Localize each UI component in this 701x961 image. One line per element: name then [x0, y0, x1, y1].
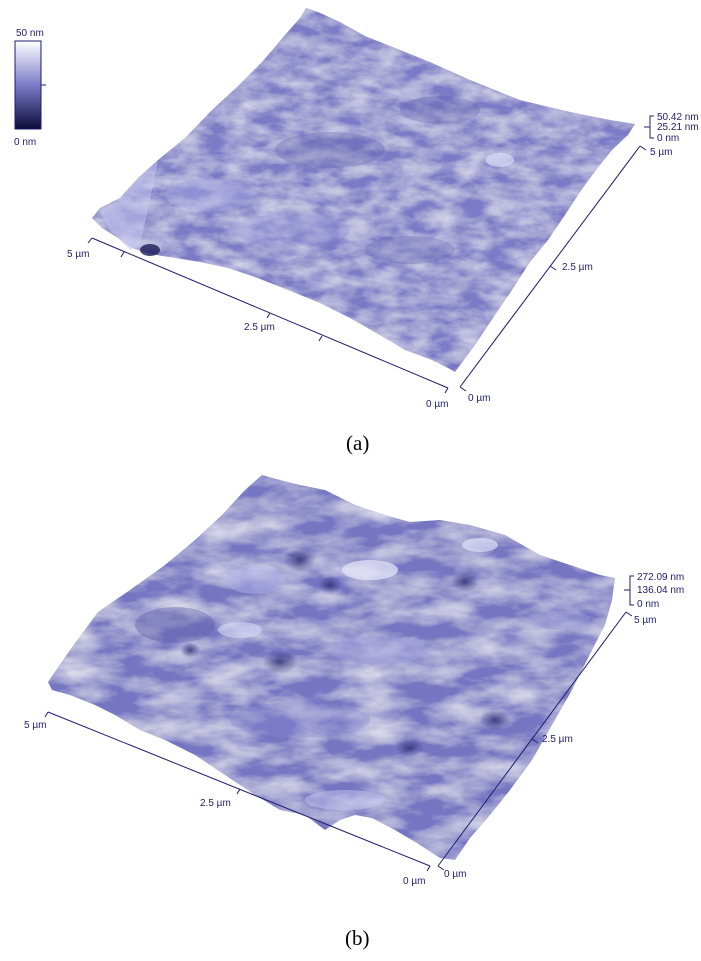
- caption-b: (b): [345, 926, 370, 950]
- colorbar-top-label: 50 nm: [16, 28, 44, 39]
- y-axis-b-start: 0 µm: [444, 869, 466, 880]
- y-axis-a: [459, 145, 647, 392]
- caption-a: (a): [346, 431, 369, 455]
- z-scale-b-max: 272.09 nm: [637, 572, 684, 583]
- y-axis-b-end: 5 µm: [634, 615, 656, 626]
- z-scale-a-mid: 25.21 nm: [657, 122, 699, 133]
- x-axis-a-start: 5 µm: [67, 249, 89, 260]
- y-axis-a-end: 5 µm: [650, 147, 672, 158]
- surface-b: [48, 475, 615, 860]
- x-axis-a-end: 0 µm: [426, 399, 448, 410]
- z-scale-b-min: 0 nm: [637, 599, 659, 610]
- y-axis-a-start: 0 µm: [468, 393, 490, 404]
- y-axis-b-mid: 2.5 µm: [542, 734, 573, 745]
- z-scale-a: [644, 115, 654, 139]
- y-axis-b: [437, 611, 633, 871]
- x-axis-b-start: 5 µm: [24, 720, 46, 731]
- x-axis-b: [44, 711, 431, 872]
- y-axis-a-mid: 2.5 µm: [562, 262, 593, 273]
- x-axis-a-mid: 2.5 µm: [244, 322, 275, 333]
- panel-a: 50 nm 0 nm 5 µm 2.5 µm 0 µm: [14, 8, 699, 455]
- colorbar: 50 nm 0 nm: [14, 28, 46, 148]
- z-scale-a-min: 0 nm: [657, 133, 679, 144]
- x-axis-b-end: 0 µm: [403, 876, 425, 887]
- surface-a: [92, 8, 635, 372]
- z-scale-b-mid: 136.04 nm: [637, 585, 684, 596]
- colorbar-bottom-label: 0 nm: [14, 137, 36, 148]
- x-axis-b-mid: 2.5 µm: [200, 798, 231, 809]
- z-scale-a-max: 50.42 nm: [657, 112, 699, 123]
- colorbar-gradient: [14, 40, 42, 130]
- x-axis-a: [87, 237, 449, 394]
- z-scale-b: [624, 575, 634, 606]
- panel-b: 5 µm 2.5 µm 0 µm 0 µm 2.5 µm 5 µm 272.09…: [24, 475, 684, 950]
